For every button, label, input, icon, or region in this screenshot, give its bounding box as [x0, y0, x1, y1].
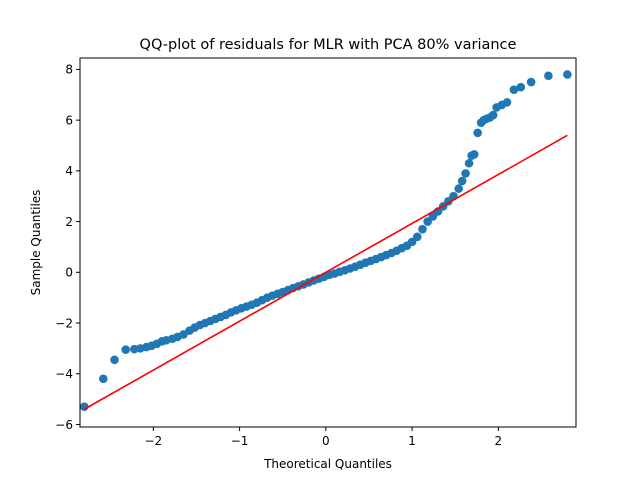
- data-point: [469, 150, 479, 159]
- data-point: [563, 70, 572, 79]
- x-tick-label: −1: [231, 434, 249, 448]
- data-point: [457, 176, 467, 186]
- reference-line: [83, 134, 568, 410]
- axes-frame: [79, 57, 577, 428]
- plot-area: [80, 70, 572, 412]
- y-tick-label: 4: [65, 164, 73, 178]
- data-point: [544, 71, 553, 81]
- data-point: [121, 345, 131, 354]
- data-point: [412, 232, 422, 242]
- y-axis-label: Sample Quantiles: [29, 190, 43, 296]
- x-tick-label: −2: [144, 434, 162, 448]
- y-tick-label: −2: [55, 316, 73, 330]
- y-tick-label: −6: [55, 418, 73, 432]
- data-point: [488, 110, 498, 120]
- data-point: [454, 184, 463, 193]
- x-tick-label: 2: [495, 434, 503, 448]
- y-tick-label: 0: [65, 266, 73, 280]
- data-point: [526, 77, 536, 87]
- data-point: [464, 158, 474, 168]
- data-point: [516, 82, 526, 92]
- x-tick-label: 1: [408, 434, 416, 448]
- y-tick-label: 6: [65, 113, 73, 127]
- y-tick-label: 2: [65, 215, 73, 229]
- data-point: [502, 98, 512, 107]
- data-point: [473, 128, 482, 138]
- data-point: [418, 224, 427, 234]
- x-axis-label: Theoretical Quantiles: [263, 457, 392, 471]
- y-tick-label: −4: [55, 367, 73, 381]
- chart-title: QQ-plot of residuals for MLR with PCA 80…: [140, 37, 517, 53]
- y-tick-label: 8: [65, 63, 73, 77]
- data-point: [98, 374, 108, 384]
- data-point: [461, 169, 470, 178]
- x-tick-label: 0: [322, 434, 330, 448]
- data-point: [509, 85, 519, 94]
- x-axis: −2 −1 0 1 2: [144, 427, 502, 448]
- data-point: [110, 355, 119, 365]
- y-axis: −6 −4 −2 0 2 4 6 8: [55, 63, 80, 432]
